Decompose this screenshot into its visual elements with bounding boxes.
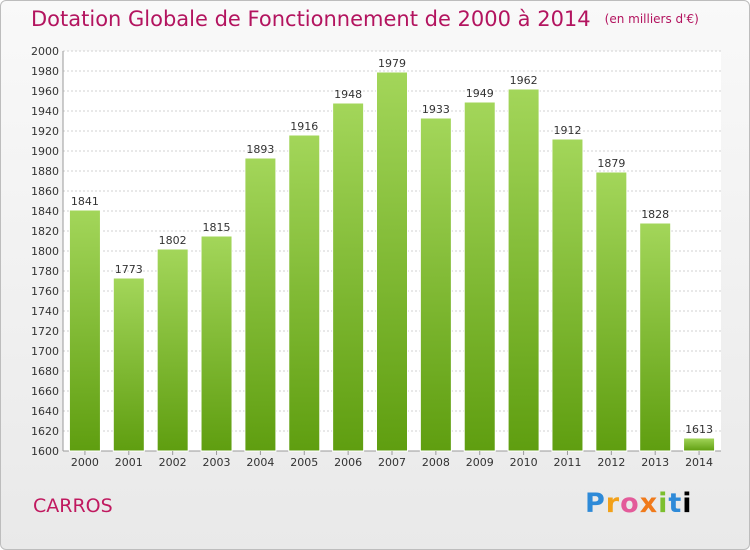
x-tick-label-2011: 2011	[553, 456, 581, 469]
bar-2000	[68, 209, 101, 452]
data-label-2011: 1912	[553, 124, 581, 137]
x-tick-label-2012: 2012	[597, 456, 625, 469]
x-tick-label-2005: 2005	[290, 456, 318, 469]
bar-2007	[376, 71, 408, 452]
x-tick-label-2014: 2014	[685, 456, 713, 469]
data-label-2007: 1979	[378, 57, 406, 70]
x-tick-label-2004: 2004	[246, 456, 274, 469]
x-tick-label-2001: 2001	[115, 456, 143, 469]
bar-2010	[507, 88, 540, 452]
bar-2013	[639, 222, 672, 452]
y-tick-label: 1660	[31, 385, 59, 398]
bar-2003	[200, 235, 233, 452]
data-label-2005: 1916	[290, 120, 318, 133]
data-label-2013: 1828	[641, 208, 669, 221]
y-tick-label: 1880	[31, 165, 59, 178]
data-label-2003: 1815	[203, 221, 231, 234]
bar-2001	[112, 277, 145, 452]
x-tick-label-2013: 2013	[641, 456, 669, 469]
bar-2014	[683, 437, 716, 452]
y-tick-label: 1720	[31, 325, 59, 338]
chart-title-text: Dotation Globale de Fonctionnement de 20…	[31, 7, 591, 31]
bar-2006	[332, 102, 365, 452]
y-tick-label: 1620	[31, 425, 59, 438]
x-tick-label-2010: 2010	[510, 456, 538, 469]
x-tick-label-2006: 2006	[334, 456, 362, 469]
data-label-2004: 1893	[246, 143, 274, 156]
x-tick-label-2007: 2007	[378, 456, 406, 469]
bar-2011	[551, 138, 584, 452]
y-tick-label: 1860	[31, 185, 59, 198]
x-tick-label-2009: 2009	[466, 456, 494, 469]
y-tick-label: 1680	[31, 365, 59, 378]
data-label-2010: 1962	[510, 74, 538, 87]
y-tick-label: 1600	[31, 445, 59, 458]
data-label-2002: 1802	[159, 234, 187, 247]
town-name: CARROS	[33, 495, 113, 517]
y-tick-label: 1920	[31, 125, 59, 138]
y-tick-label: 1900	[31, 145, 59, 158]
y-tick-label: 1980	[31, 65, 59, 78]
y-tick-label: 2000	[31, 45, 59, 58]
data-label-2014: 1613	[685, 423, 713, 436]
data-label-2000: 1841	[71, 195, 99, 208]
bar-2002	[156, 248, 189, 452]
data-label-2012: 1879	[597, 157, 625, 170]
y-tick-label: 1800	[31, 245, 59, 258]
x-tick-label-2003: 2003	[203, 456, 231, 469]
data-label-2001: 1773	[115, 263, 143, 276]
y-tick-label: 1820	[31, 225, 59, 238]
bar-2009	[463, 101, 496, 452]
bar-2005	[288, 134, 321, 452]
x-tick-label-2000: 2000	[71, 456, 99, 469]
y-tick-label: 1740	[31, 305, 59, 318]
y-tick-label: 1840	[31, 205, 59, 218]
y-tick-label: 1640	[31, 405, 59, 418]
x-tick-label-2002: 2002	[159, 456, 187, 469]
x-tick-label-2008: 2008	[422, 456, 450, 469]
y-tick-label: 1960	[31, 85, 59, 98]
chart-title: Dotation Globale de Fonctionnement de 20…	[31, 7, 699, 31]
proxiti-logo: Proxiti	[585, 488, 693, 519]
bar-2004	[244, 157, 277, 452]
y-tick-label: 1700	[31, 345, 59, 358]
y-tick-label: 1780	[31, 265, 59, 278]
bar-2012	[595, 171, 628, 452]
data-label-2008: 1933	[422, 103, 450, 116]
data-label-2009: 1949	[466, 87, 494, 100]
data-label-2006: 1948	[334, 88, 362, 101]
y-tick-label: 1940	[31, 105, 59, 118]
y-tick-label: 1760	[31, 285, 59, 298]
chart-unit: (en milliers d'€)	[604, 12, 699, 26]
bar-2008	[419, 117, 452, 452]
